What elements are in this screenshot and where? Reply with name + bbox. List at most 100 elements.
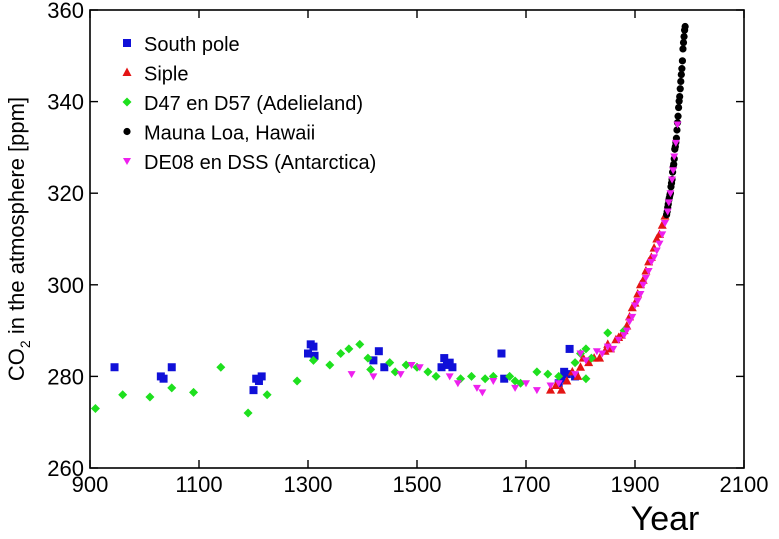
y-tick-label: 260 <box>47 456 84 481</box>
de08-en-dss-antarctica-point <box>511 384 520 392</box>
y-axis-label: CO2 in the atmosphere [ppm] <box>4 97 33 381</box>
de08-en-dss-antarctica-point <box>620 332 629 340</box>
y-tick-label: 360 <box>47 0 84 23</box>
de08-en-dss-antarctica-point <box>472 384 481 392</box>
y-axis-label-main: CO <box>4 348 29 381</box>
de08-en-dss-antarctica-point <box>664 199 673 207</box>
x-tick-label: 900 <box>72 472 109 497</box>
south-pole-point <box>257 372 266 381</box>
legend-label-d47-en-d57-adelieland: D47 en D57 (Adelieland) <box>144 93 363 115</box>
de08-en-dss-antarctica-point <box>415 364 424 372</box>
south-pole-point <box>448 363 457 372</box>
siple-point <box>638 275 648 284</box>
south-pole-point <box>562 370 571 379</box>
legend-marker-mauna-loa-hawaii <box>123 127 131 136</box>
d47-en-d57-adelieland-point <box>480 374 490 384</box>
y-axis-label-subscript: 2 <box>17 340 33 348</box>
mauna-loa-hawaii-point <box>673 126 681 134</box>
south-pole-point <box>304 349 312 358</box>
d47-en-d57-adelieland-point <box>505 371 515 381</box>
siple-point <box>584 357 594 367</box>
siple-point <box>556 385 566 394</box>
d47-en-d57-adelieland-point <box>431 371 441 381</box>
x-tick-label: 1500 <box>393 472 442 497</box>
d47-en-d57-adelieland-point <box>292 376 302 386</box>
siple-point <box>576 362 585 371</box>
siple-point <box>652 234 662 243</box>
legend: South pole Siple D47 en D57 (Adelieland) Ma… <box>122 34 376 174</box>
de08-en-dss-antarctica-point <box>660 219 669 227</box>
d47-en-d57-adelieland-point <box>216 362 226 372</box>
de08-en-dss-antarctica-point <box>609 345 618 353</box>
d47-en-d57-adelieland-point <box>308 355 318 365</box>
d47-en-d57-adelieland-point <box>366 365 376 375</box>
de08-en-dss-antarctica-point <box>625 318 634 326</box>
de08-en-dss-antarctica-point <box>571 371 580 379</box>
south-pole-point <box>369 356 378 365</box>
south-pole-point <box>380 363 389 372</box>
de08-en-dss-antarctica-point <box>489 377 498 385</box>
mauna-loa-hawaii-point <box>674 112 682 120</box>
d47-en-d57-adelieland-point <box>243 408 253 418</box>
de08-en-dss-antarctica-point <box>598 350 607 358</box>
de08-en-dss-antarctica-point <box>478 389 487 397</box>
de08-en-dss-antarctica-point <box>636 290 645 298</box>
south-pole-point <box>445 358 454 367</box>
y-tick-label: 340 <box>47 90 84 115</box>
d47-en-d57-adelieland-point <box>586 353 596 363</box>
mauna-loa-hawaii-point <box>675 103 683 112</box>
south-pole-point <box>310 351 319 360</box>
de08-en-dss-antarctica-point <box>522 380 530 388</box>
d47-en-d57-adelieland-point <box>467 371 476 381</box>
de08-en-dss-antarctica-point <box>652 247 661 255</box>
mauna-loa-hawaii-point <box>678 57 687 65</box>
data-points <box>90 22 689 418</box>
de08-en-dss-antarctica-point <box>658 231 667 239</box>
x-axis-label: Year <box>631 500 700 534</box>
mauna-loa-hawaii-point <box>677 70 685 79</box>
legend-label-de08-en-dss-antarctica: DE08 en DSS (Antarctica) <box>144 152 376 174</box>
de08-en-dss-antarctica-point <box>445 373 454 381</box>
de08-en-dss-antarctica-point <box>673 121 682 129</box>
legend-marker-d47-en-d57-adelieland <box>122 97 132 107</box>
de08-en-dss-antarctica-point <box>369 373 378 381</box>
de08-en-dss-antarctica-point <box>554 380 563 388</box>
d47-en-d57-adelieland-point <box>189 387 199 397</box>
de08-en-dss-antarctica-point <box>663 208 672 216</box>
de08-en-dss-antarctica-point <box>622 327 631 335</box>
legend-marker-south-pole <box>123 39 131 47</box>
legend-marker-de08-en-dss-antarctica <box>123 158 131 165</box>
mauna-loa-hawaii-point <box>679 38 688 47</box>
d47-en-d57-adelieland-point <box>581 374 591 384</box>
south-pole-point <box>159 374 168 383</box>
mauna-loa-hawaii-point <box>677 77 685 86</box>
south-pole-point <box>500 374 509 383</box>
de08-en-dss-antarctica-point <box>532 387 541 395</box>
de08-en-dss-antarctica-point <box>631 302 639 310</box>
south-pole-point <box>254 376 263 385</box>
mauna-loa-hawaii-point <box>670 160 678 168</box>
siple-point <box>595 353 605 362</box>
de08-en-dss-antarctica-point <box>603 343 612 351</box>
mauna-loa-hawaii-point <box>678 65 686 73</box>
d47-en-d57-adelieland-point <box>118 390 128 400</box>
y-tick-label: 280 <box>47 364 84 389</box>
mauna-loa-hawaii-point <box>680 32 688 41</box>
siple-point <box>551 380 561 390</box>
siple-point <box>562 375 572 385</box>
d47-en-d57-adelieland-point <box>363 353 373 363</box>
x-tick-label: 1900 <box>611 472 660 497</box>
d47-en-d57-adelieland-point <box>325 360 335 370</box>
d47-en-d57-adelieland-point <box>344 344 354 354</box>
south-pole-point <box>437 363 446 372</box>
south-pole-point <box>440 354 449 363</box>
d47-en-d57-adelieland-point <box>145 392 155 402</box>
y-axis-label-rest: in the atmosphere [ppm] <box>4 97 29 340</box>
d47-en-d57-adelieland-point <box>355 339 365 349</box>
legend-label-mauna-loa-hawaii: Mauna Loa, Hawaii <box>144 123 315 145</box>
de08-en-dss-antarctica-point <box>668 176 677 184</box>
south-pole-point <box>249 386 258 395</box>
d47-en-d57-adelieland-point <box>385 358 395 368</box>
